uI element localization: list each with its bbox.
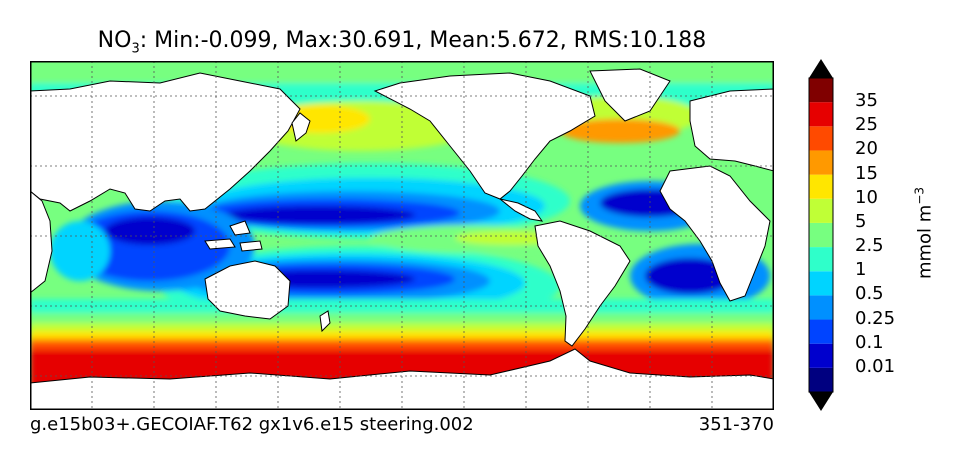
colorbar-tick-label: 0.01 [855, 355, 896, 377]
colorbar-tick-label: 0.1 [855, 331, 884, 353]
colorbar-tick-label: 10 [855, 186, 878, 208]
case-name: g.e15b03+.GECOIAF.T62 gx1v6.e15 steering… [30, 414, 474, 435]
colorbar-tick-label: 0.25 [855, 307, 896, 329]
unit-exponent: −3 [912, 186, 927, 205]
colorbar-tick-label: 35 [855, 90, 878, 112]
colorbar-segment [809, 78, 833, 103]
map-title: NO3: Min:-0.099, Max:30.691, Mean:5.672,… [30, 28, 774, 56]
colorbar-segment [809, 343, 833, 368]
colorbar-tick-label: 25 [855, 114, 878, 136]
year-range: 351-370 [698, 414, 774, 435]
colorbar-tick-label: 5 [855, 210, 867, 232]
land-masses [30, 68, 774, 410]
colorbar-segment [809, 102, 833, 127]
colorbar-frame [808, 77, 834, 393]
nitrate-map [30, 61, 774, 410]
colorbar-unit: mmol m−3 [913, 187, 936, 279]
unit-base: mmol m [914, 204, 936, 280]
colorbar-segment [809, 367, 833, 392]
colorbar-tick-label: 1 [855, 259, 867, 281]
title-subscript: 3 [131, 41, 140, 57]
colorbar-segment [809, 222, 833, 248]
colorbar-segment [809, 174, 833, 199]
colorbar-tick-label: 0.5 [855, 283, 884, 305]
colorbar [808, 59, 834, 411]
title-stats: : Min:-0.099, Max:30.691, Mean:5.672, RM… [139, 28, 707, 53]
colorbar-segment [809, 271, 833, 296]
colorbar-max-arrow [809, 59, 833, 78]
graticule [30, 61, 774, 410]
colorbar-segment [809, 150, 833, 175]
colorbar-segment [809, 319, 833, 344]
colorbar-tick-label: 20 [855, 138, 878, 160]
colorbar-tick-label: 2.5 [855, 235, 884, 257]
colorbar-segment [809, 198, 833, 223]
colorbar-segment [809, 247, 833, 272]
map-frame [30, 61, 774, 410]
colorbar-tick-label: 15 [855, 162, 878, 184]
colorbar-min-arrow [809, 392, 833, 411]
colorbar-segment [809, 295, 833, 320]
title-variable: NO [97, 28, 132, 53]
colorbar-segment [809, 126, 833, 151]
